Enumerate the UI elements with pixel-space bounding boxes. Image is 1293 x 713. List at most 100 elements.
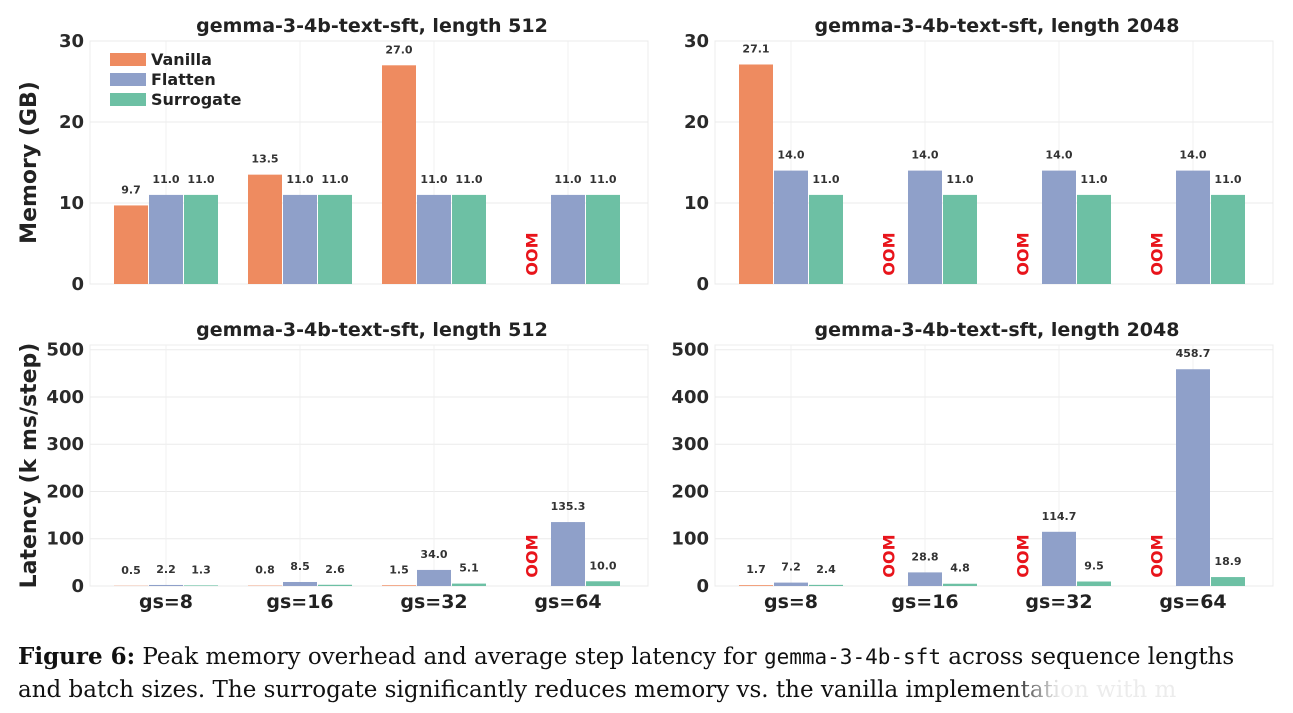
legend-label: Flatten [151, 70, 216, 89]
data-label: 114.7 [1042, 510, 1077, 523]
data-label: 4.8 [950, 562, 970, 575]
data-label: 14.0 [911, 149, 938, 162]
bar-vanilla [382, 65, 416, 284]
y-tick-label: 400 [46, 387, 84, 408]
data-label: 11.0 [321, 173, 348, 186]
y-tick-label: 200 [671, 481, 709, 502]
data-label: 11.0 [187, 173, 214, 186]
data-label: 11.0 [1214, 173, 1241, 186]
y-tick-label: 0 [696, 274, 709, 295]
bar-flatten [774, 582, 808, 586]
legend-swatch [110, 53, 146, 66]
bar-surrogate [809, 194, 843, 284]
y-tick-label: 100 [671, 529, 709, 550]
bar-surrogate [318, 584, 352, 586]
bar-flatten [908, 170, 942, 284]
figure-chart-grid: 0 10 20 30 gemma-3-4b-text-sft, length 512 Me… [17, 15, 1274, 613]
x-tick-label: gs=32 [400, 591, 467, 613]
oom-label: OOM [1148, 534, 1167, 577]
data-label: 11.0 [420, 173, 447, 186]
y-tick-label: 30 [684, 31, 709, 52]
bar-surrogate [943, 194, 977, 284]
bar-surrogate [1211, 194, 1245, 284]
data-label: 34.0 [420, 548, 447, 561]
bar-surrogate [1077, 194, 1111, 284]
bar-surrogate [184, 585, 218, 586]
watermark-overlay [1010, 676, 1282, 704]
oom-label: OOM [880, 534, 899, 577]
chart-title: gemma-3-4b-text-sft, length 2048 [815, 319, 1180, 341]
y-axis-label: Memory (GB) [17, 81, 42, 244]
data-label: 2.4 [816, 563, 836, 576]
chart-title: gemma-3-4b-text-sft, length 512 [196, 15, 548, 37]
data-label: 11.0 [152, 173, 179, 186]
bar-surrogate [184, 194, 218, 284]
data-label: 27.0 [385, 43, 412, 56]
bar-flatten [1176, 369, 1210, 586]
bar-flatten [149, 194, 183, 284]
bar-flatten [1042, 170, 1076, 284]
legend-label: Surrogate [151, 90, 242, 109]
data-label: 2.2 [156, 563, 176, 576]
y-tick-label: 300 [671, 434, 709, 455]
data-label: 27.1 [742, 42, 769, 55]
y-tick-label: 100 [46, 529, 84, 550]
caption-label: Figure 6: [18, 643, 136, 670]
bar-surrogate [452, 583, 486, 586]
caption-text-1: Peak memory overhead and average step la… [135, 644, 764, 670]
data-label: 11.0 [1080, 173, 1107, 186]
data-label: 14.0 [1045, 149, 1072, 162]
bar-flatten [1042, 531, 1076, 586]
data-label: 11.0 [286, 173, 313, 186]
y-tick-label: 500 [46, 340, 84, 361]
bar-surrogate [1211, 577, 1245, 586]
y-tick-label: 500 [671, 340, 709, 361]
bar-flatten [283, 194, 317, 284]
bar-flatten [283, 581, 317, 586]
data-label: 11.0 [946, 173, 973, 186]
oom-label: OOM [523, 534, 542, 577]
bar-surrogate [318, 194, 352, 284]
data-label: 7.2 [781, 561, 801, 574]
oom-label: OOM [1148, 232, 1167, 275]
data-label: 13.5 [251, 153, 278, 166]
bar-flatten [774, 170, 808, 284]
data-label: 9.5 [1084, 560, 1104, 573]
data-label: 135.3 [551, 500, 586, 513]
data-label: 28.8 [911, 550, 938, 563]
bar-surrogate [586, 581, 620, 586]
chart-title: gemma-3-4b-text-sft, length 2048 [815, 15, 1180, 37]
x-tick-label: gs=64 [534, 591, 601, 613]
bar-vanilla [739, 585, 773, 586]
data-label: 1.3 [191, 563, 211, 576]
data-label: 18.9 [1214, 555, 1241, 568]
bar-vanilla [114, 205, 148, 284]
oom-label: OOM [1014, 232, 1033, 275]
y-tick-label: 400 [671, 387, 709, 408]
y-tick-label: 0 [71, 576, 84, 597]
y-tick-label: 0 [71, 274, 84, 295]
bar-vanilla [382, 585, 416, 586]
y-tick-label: 20 [59, 112, 84, 133]
data-label: 9.7 [121, 183, 141, 196]
bar-flatten [551, 194, 585, 284]
data-label: 2.6 [325, 563, 345, 576]
oom-label: OOM [880, 232, 899, 275]
chart-panel-4: 0 100 200 300 400 500 gemma-3-4b-text-sft, len… [671, 319, 1274, 613]
y-tick-label: 30 [59, 31, 84, 52]
legend-swatch [110, 73, 146, 86]
bar-flatten [551, 522, 585, 586]
bar-surrogate [943, 583, 977, 586]
bar-flatten [149, 584, 183, 586]
y-tick-label: 20 [684, 112, 709, 133]
caption-code: gemma-3-4b-sft [763, 645, 941, 669]
data-label: 458.7 [1176, 347, 1211, 360]
bar-vanilla [248, 174, 282, 284]
data-label: 0.8 [255, 564, 275, 577]
data-label: 11.0 [589, 173, 616, 186]
data-label: 1.5 [389, 563, 409, 576]
y-tick-label: 200 [46, 481, 84, 502]
x-tick-label: gs=16 [266, 591, 333, 613]
data-label: 8.5 [290, 560, 310, 573]
